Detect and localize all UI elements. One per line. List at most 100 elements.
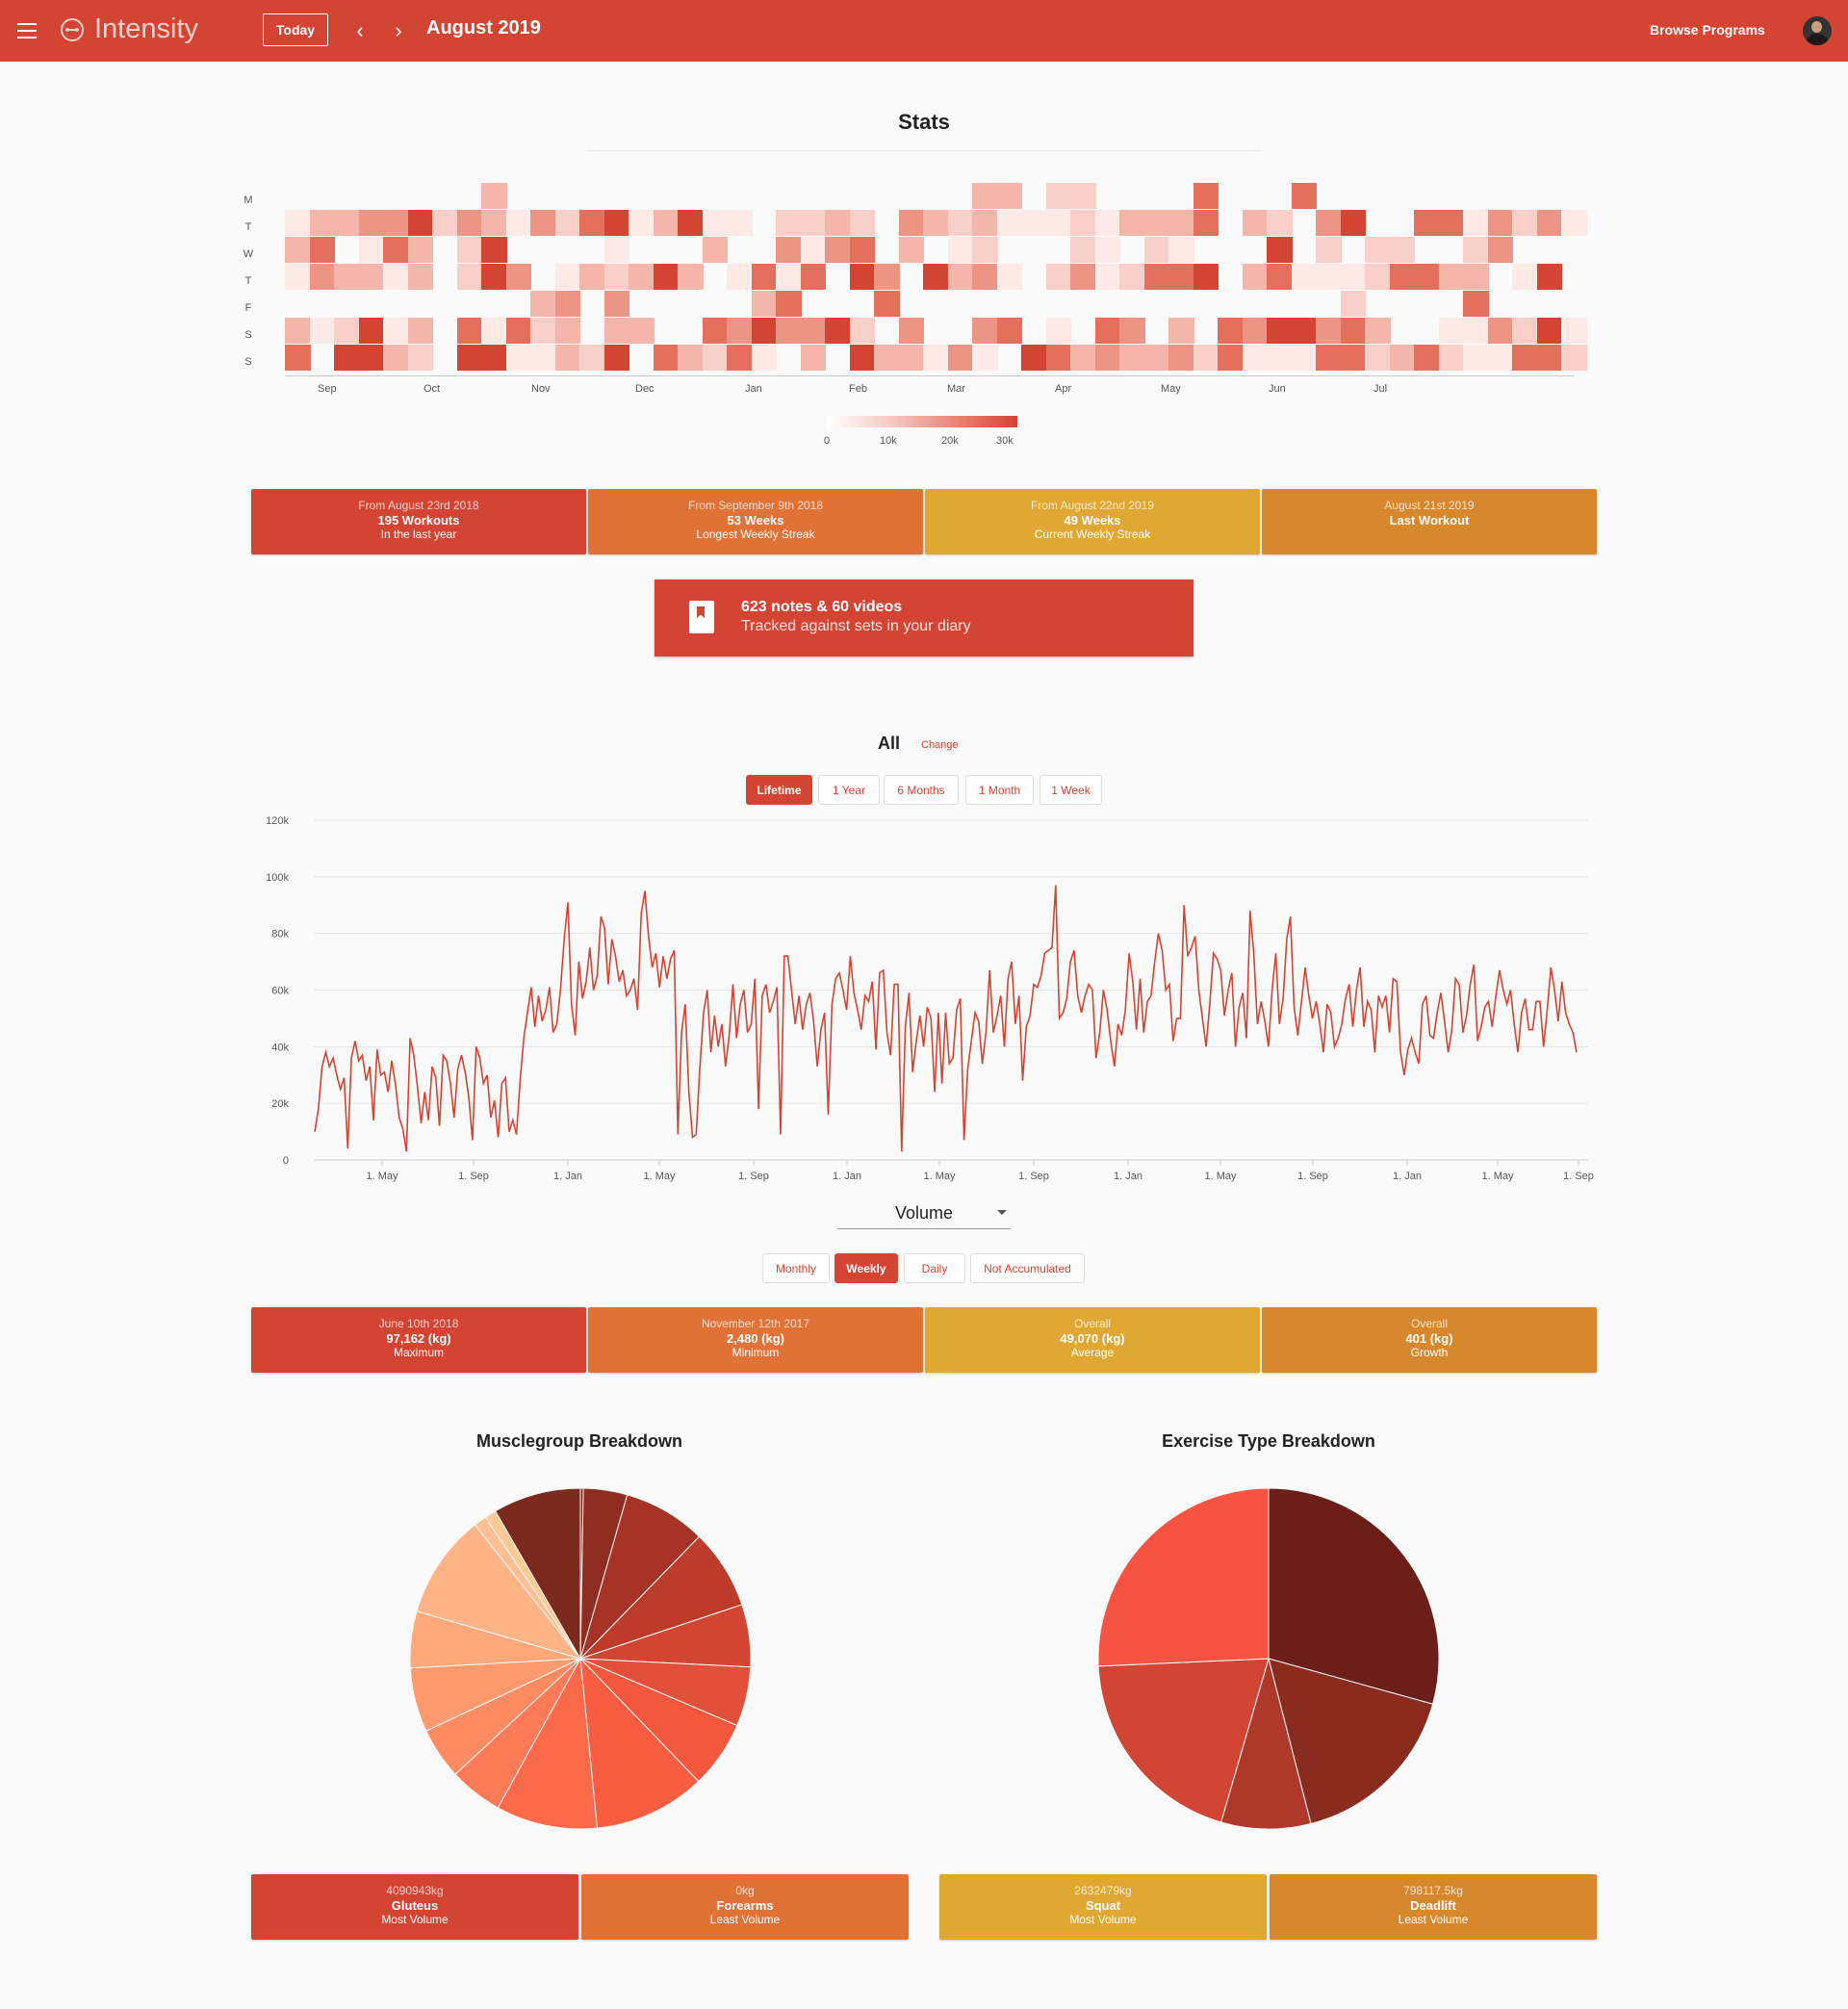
heatmap-cell: [874, 291, 900, 317]
range-button-1-year[interactable]: 1 Year: [818, 775, 880, 805]
heatmap-cell: [358, 264, 384, 290]
heatmap-cell: [1463, 291, 1489, 317]
heatmap-cell: [1365, 237, 1391, 263]
heatmap-cell: [947, 345, 973, 371]
heatmap-cell: [481, 210, 507, 236]
heatmap-cell: [1267, 318, 1293, 344]
card-value: Deadlift: [1410, 1898, 1456, 1913]
heatmap-cell: [898, 345, 924, 371]
heatmap-month-label: Dec: [635, 383, 654, 395]
musclegroup-pie-slice[interactable]: [497, 1657, 598, 1830]
exercise-type-pie-slice[interactable]: [1097, 1658, 1270, 1823]
range-button-1-month[interactable]: 1 Month: [965, 775, 1034, 805]
heatmap-cell: [1267, 210, 1293, 236]
heatmap-cell: [1168, 318, 1194, 344]
legend-tick-label: 10k: [880, 435, 897, 447]
heatmap-cell: [309, 264, 335, 290]
heatmap-cell: [1168, 237, 1194, 263]
heatmap-cell: [1340, 291, 1366, 317]
heatmap-cell: [1438, 210, 1464, 236]
x-tick-label: 1. Jan: [833, 1171, 861, 1182]
y-tick-label: 120k: [266, 815, 289, 827]
card-value: Last Workout: [1389, 513, 1470, 528]
exercise-type-pie-slice[interactable]: [1268, 1658, 1434, 1825]
musclegroup-pie-slice[interactable]: [494, 1487, 581, 1661]
volume-stat-card: Overall 49,070 (kg) Average: [925, 1307, 1260, 1373]
heatmap-cell: [530, 291, 556, 317]
musclegroup-pie-slice[interactable]: [579, 1657, 700, 1829]
heatmap-cell: [1365, 318, 1391, 344]
card-label: In the last year: [380, 528, 457, 541]
chevron-left-icon[interactable]: ‹: [356, 18, 364, 42]
heatmap-cell: [1561, 345, 1587, 371]
today-button[interactable]: Today: [263, 13, 328, 46]
heatmap-cell: [702, 237, 728, 263]
accumulation-button-not-accumulated[interactable]: Not Accumulated: [970, 1253, 1085, 1283]
heatmap-cell: [554, 264, 580, 290]
heatmap-cell: [407, 210, 433, 236]
range-button-1-week[interactable]: 1 Week: [1040, 775, 1102, 805]
dropdown-caret-icon[interactable]: [997, 1210, 1007, 1215]
x-tick-label: 1. May: [1204, 1171, 1237, 1182]
heatmap-cell: [800, 264, 826, 290]
browse-programs-link[interactable]: Browse Programs: [1650, 22, 1765, 38]
accumulation-button-weekly[interactable]: Weekly: [834, 1253, 898, 1283]
x-tick-label: 1. May: [1481, 1171, 1514, 1182]
heatmap-cell: [1021, 345, 1047, 371]
heatmap-cell: [1021, 210, 1047, 236]
heatmap-cell: [481, 183, 507, 209]
accumulation-button-daily[interactable]: Daily: [904, 1253, 965, 1283]
change-filter-link[interactable]: Change: [921, 739, 959, 751]
exercise-type-pie-slice[interactable]: [1268, 1487, 1440, 1705]
heatmap-cell: [383, 210, 409, 236]
heatmap-cell: [996, 183, 1022, 209]
card-value: 49 Weeks: [1064, 513, 1121, 528]
card-label: Growth: [1410, 1346, 1449, 1359]
heatmap-cell: [1389, 237, 1415, 263]
stats-title: Stats: [898, 110, 950, 134]
heatmap-cell: [1414, 210, 1440, 236]
title-divider: [587, 150, 1261, 151]
heatmap-cell: [554, 345, 580, 371]
heatmap-cell: [751, 264, 777, 290]
heatmap-cell: [874, 264, 900, 290]
user-avatar[interactable]: [1803, 16, 1832, 45]
card-caption: 4090943kg: [386, 1884, 444, 1897]
heatmap-cell: [1414, 264, 1440, 290]
range-button-6-months[interactable]: 6 Months: [884, 775, 959, 805]
heatmap-cell: [800, 345, 826, 371]
heatmap-cell: [1463, 210, 1489, 236]
heatmap-day-label: S: [244, 356, 252, 368]
stat-card: From August 23rd 2018 195 Workouts In the …: [251, 489, 586, 554]
y-tick-label: 0: [283, 1155, 289, 1167]
heatmap-cell: [1512, 345, 1538, 371]
accumulation-button-monthly[interactable]: Monthly: [762, 1253, 830, 1283]
heatmap-cell: [1168, 264, 1194, 290]
notes-videos-banner[interactable]: 623 notes & 60 videos Tracked against se…: [654, 580, 1194, 657]
heatmap-cell: [456, 237, 482, 263]
heatmap-cell: [653, 345, 679, 371]
heatmap-cell: [481, 318, 507, 344]
heatmap-cell: [1094, 318, 1120, 344]
range-button-lifetime[interactable]: Lifetime: [746, 775, 812, 805]
musclegroup-pie-slice[interactable]: [416, 1524, 582, 1660]
exercise-type-pie-slice[interactable]: [1097, 1487, 1270, 1667]
card-caption: From August 22nd 2019: [1030, 499, 1155, 512]
metric-select[interactable]: Volume: [837, 1197, 1011, 1229]
x-tick-label: 1. Sep: [1018, 1171, 1049, 1182]
heatmap-cell: [727, 264, 753, 290]
heatmap-cell: [1365, 345, 1391, 371]
x-tick-label: 1. Jan: [1393, 1171, 1422, 1182]
card-caption: Overall: [1410, 1317, 1448, 1330]
heatmap-month-label: Apr: [1055, 383, 1072, 395]
heatmap-cell: [505, 318, 531, 344]
filter-label: All: [878, 734, 901, 753]
heatmap-month-label: Nov: [531, 383, 551, 395]
chevron-right-icon[interactable]: ›: [395, 18, 402, 42]
y-tick-label: 60k: [271, 986, 289, 997]
exercise-type-pie-slice[interactable]: [1220, 1657, 1312, 1830]
x-tick-label: 1. Jan: [1114, 1171, 1142, 1182]
heatmap-cell: [1438, 318, 1464, 344]
hamburger-menu-icon[interactable]: [17, 23, 37, 39]
heatmap-cell: [776, 264, 802, 290]
